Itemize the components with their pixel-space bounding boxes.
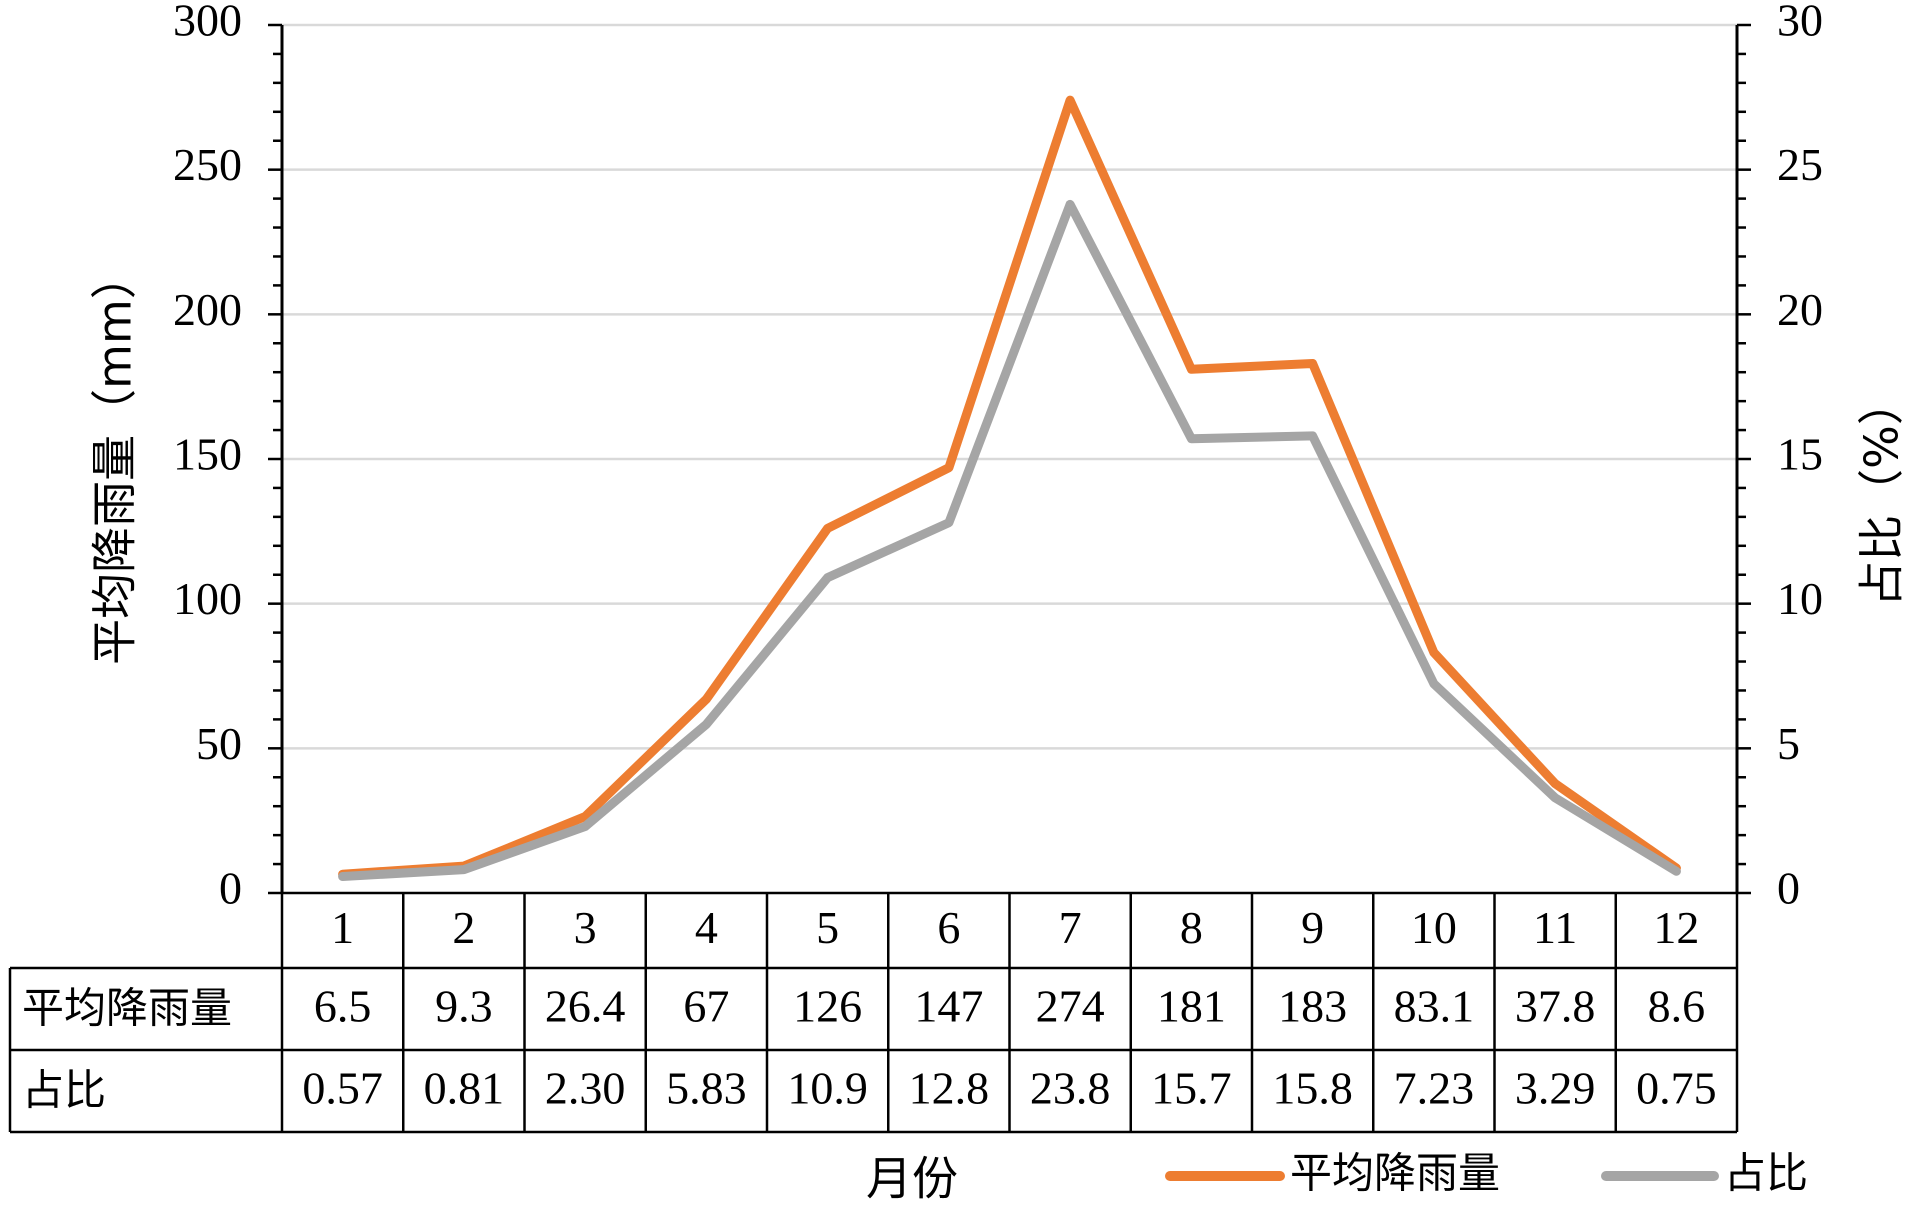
right-tick-label: 20 bbox=[1777, 284, 1823, 335]
data-label: 0.75 bbox=[1636, 1063, 1717, 1114]
category-label: 6 bbox=[937, 902, 960, 953]
category-label: 2 bbox=[452, 902, 475, 953]
right-axis-title: 占比（%） bbox=[1855, 379, 1909, 607]
data-label: 9.3 bbox=[435, 981, 493, 1032]
data-label: 10.9 bbox=[787, 1063, 868, 1114]
data-label: 67 bbox=[683, 981, 729, 1032]
table-row-header: 平均降雨量 bbox=[22, 984, 232, 1033]
data-label: 15.7 bbox=[1151, 1063, 1232, 1114]
data-label: 3.29 bbox=[1515, 1063, 1596, 1114]
legend-label: 占比 bbox=[1724, 1149, 1808, 1198]
series-line-1 bbox=[338, 95, 1681, 879]
data-label: 23.8 bbox=[1030, 1063, 1111, 1114]
right-tick-label: 15 bbox=[1777, 429, 1823, 480]
right-tick-label: 30 bbox=[1777, 0, 1823, 46]
data-label: 15.8 bbox=[1272, 1063, 1353, 1114]
left-tick-label: 50 bbox=[196, 718, 242, 769]
data-label: 83.1 bbox=[1394, 981, 1475, 1032]
left-axis-title: 平均降雨量（mm） bbox=[88, 253, 142, 665]
left-tick-label: 150 bbox=[173, 429, 242, 480]
data-label: 8.6 bbox=[1648, 981, 1706, 1032]
category-label: 11 bbox=[1533, 902, 1577, 953]
data-label: 181 bbox=[1157, 981, 1226, 1032]
right-tick-label: 10 bbox=[1777, 573, 1823, 624]
category-label: 3 bbox=[574, 902, 597, 953]
category-label: 12 bbox=[1653, 902, 1699, 953]
right-tick-label: 0 bbox=[1777, 863, 1800, 914]
data-label: 7.23 bbox=[1394, 1063, 1475, 1114]
series-line-2 bbox=[338, 199, 1681, 881]
left-tick-label: 200 bbox=[173, 284, 242, 335]
category-label: 1 bbox=[331, 902, 354, 953]
x-axis-title: 月份 bbox=[866, 1152, 958, 1206]
data-label: 147 bbox=[914, 981, 983, 1032]
table-row-header: 占比 bbox=[22, 1066, 106, 1115]
left-tick-label: 250 bbox=[173, 139, 242, 190]
category-label: 4 bbox=[695, 902, 718, 953]
data-label: 183 bbox=[1278, 981, 1347, 1032]
data-label: 0.57 bbox=[302, 1063, 383, 1114]
right-tick-label: 5 bbox=[1777, 718, 1800, 769]
data-label: 12.8 bbox=[909, 1063, 990, 1114]
data-label: 26.4 bbox=[545, 981, 626, 1032]
data-label: 274 bbox=[1036, 981, 1105, 1032]
data-label: 5.83 bbox=[666, 1063, 747, 1114]
left-tick-label: 300 bbox=[173, 0, 242, 46]
data-label: 126 bbox=[793, 981, 862, 1032]
data-label: 37.8 bbox=[1515, 981, 1596, 1032]
right-tick-label: 25 bbox=[1777, 139, 1823, 190]
data-label: 2.30 bbox=[545, 1063, 626, 1114]
category-label: 10 bbox=[1411, 902, 1457, 953]
category-label: 8 bbox=[1180, 902, 1203, 953]
legend-label: 平均降雨量 bbox=[1290, 1149, 1500, 1198]
category-label: 9 bbox=[1301, 902, 1324, 953]
left-tick-label: 0 bbox=[219, 863, 242, 914]
data-label: 0.81 bbox=[424, 1063, 505, 1114]
category-label: 5 bbox=[816, 902, 839, 953]
left-tick-label: 100 bbox=[173, 573, 242, 624]
data-label: 6.5 bbox=[314, 981, 372, 1032]
category-label: 7 bbox=[1059, 902, 1082, 953]
